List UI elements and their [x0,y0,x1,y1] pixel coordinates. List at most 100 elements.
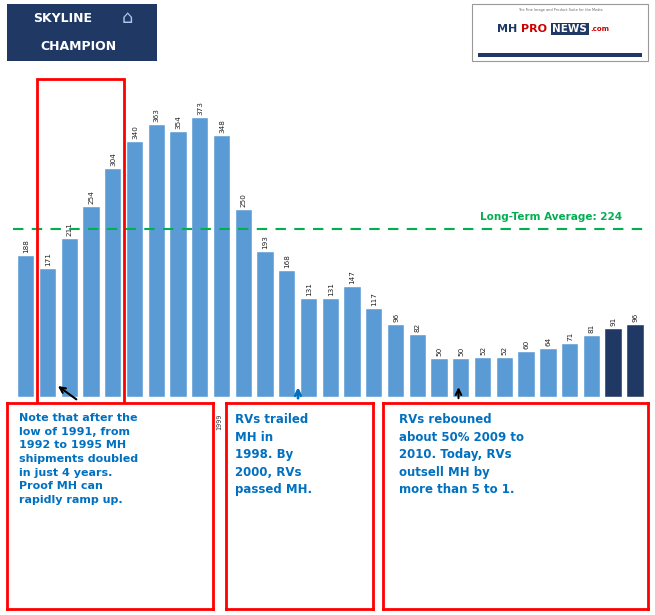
Text: 2016: 2016 [586,413,592,430]
Text: 254: 254 [88,190,94,204]
Text: .com: .com [590,26,609,32]
Bar [37,79,124,460]
Text: 2007: 2007 [390,413,396,430]
Text: 1995: 1995 [129,413,135,430]
Text: NEWS: NEWS [552,24,588,34]
Text: 1990: 1990 [20,413,26,430]
Text: 2010: 2010 [455,413,461,430]
Text: 2006: 2006 [368,413,374,430]
Text: 2018E: 2018E [629,413,635,434]
Text: 1996: 1996 [151,413,157,430]
Bar [584,336,600,397]
Bar [388,325,404,397]
Text: 96: 96 [393,312,399,322]
Bar [40,269,56,397]
Text: 2017E: 2017E [608,413,614,434]
Bar [279,271,295,397]
Text: 52: 52 [480,346,486,355]
Text: 2014: 2014 [542,413,548,430]
Text: 193: 193 [263,236,269,249]
Text: 211: 211 [67,222,73,236]
Text: 1991: 1991 [42,413,48,430]
Bar [301,299,317,397]
Text: 2000: 2000 [238,413,244,430]
Text: SKYLINE: SKYLINE [33,12,92,25]
Bar [562,344,578,397]
Bar [432,359,448,397]
Text: 81: 81 [589,324,595,333]
Text: NEWS: NEWS [552,24,588,34]
Text: 2015: 2015 [564,413,570,430]
Text: 2005: 2005 [346,413,352,430]
Bar [18,256,34,397]
Text: 373: 373 [197,101,203,115]
Text: 340: 340 [132,125,138,140]
Text: 171: 171 [45,252,51,266]
Text: 1999: 1999 [216,413,222,430]
Text: PRO: PRO [521,24,547,34]
Text: 2012: 2012 [499,413,505,430]
Text: 1998: 1998 [195,413,200,430]
Text: 2013: 2013 [521,413,527,430]
Text: Long-Term Average: 224: Long-Term Average: 224 [481,212,623,221]
Bar [323,299,339,397]
Text: 2004: 2004 [325,413,331,430]
Bar [366,309,383,397]
Text: ⌂: ⌂ [122,9,134,27]
Text: RVs rebouned
about 50% 2009 to
2010. Today, RVs
outsell MH by
more than 5 to 1.: RVs rebouned about 50% 2009 to 2010. Tod… [399,413,524,496]
Text: 64: 64 [546,336,552,346]
Text: 2008: 2008 [412,413,418,430]
Text: 2003: 2003 [303,413,309,430]
FancyBboxPatch shape [472,4,648,61]
Bar [475,358,491,397]
Text: 131: 131 [306,282,312,296]
Bar [627,325,644,397]
Bar [257,252,274,397]
Text: 2001: 2001 [259,413,265,430]
Text: The Fine Image and Product Suite for the Media: The Fine Image and Product Suite for the… [517,8,603,12]
Bar [519,352,534,397]
Bar [453,359,470,397]
Bar [149,125,165,397]
Text: 147: 147 [350,270,356,284]
Text: 363: 363 [154,108,160,122]
Bar [605,328,622,397]
Bar [127,143,143,397]
Text: 71: 71 [567,331,573,341]
Text: 52: 52 [502,346,508,355]
Text: 348: 348 [219,119,225,133]
Text: 50: 50 [437,347,443,356]
Bar [105,169,121,397]
Text: 91: 91 [610,316,616,325]
Text: 50: 50 [458,347,464,356]
Text: 1993: 1993 [85,413,92,430]
Text: Note that after the
low of 1991, from
1992 to 1995 MH
shipments doubled
in just : Note that after the low of 1991, from 19… [19,413,138,505]
Bar [236,210,252,397]
Text: 96: 96 [632,312,639,322]
Bar [409,335,426,397]
Bar [214,137,230,397]
Bar [478,53,642,57]
Text: 168: 168 [284,254,290,268]
Text: MH: MH [498,24,517,34]
Text: 2002: 2002 [281,413,288,430]
Text: 250: 250 [241,193,247,207]
Text: 82: 82 [415,323,421,332]
Text: 188: 188 [23,239,29,253]
FancyBboxPatch shape [7,4,157,61]
Bar [540,349,557,397]
Text: 1997: 1997 [172,413,178,430]
Text: RVs trailed
MH in
1998. By
2000, RVs
passed MH.: RVs trailed MH in 1998. By 2000, RVs pas… [234,413,312,496]
Text: CHAMPION: CHAMPION [41,40,117,53]
Bar [170,132,187,397]
Text: 354: 354 [176,115,181,129]
Bar [496,358,513,397]
Bar [83,207,100,397]
Bar [345,287,361,397]
Text: 117: 117 [371,292,377,306]
Text: 2009: 2009 [434,413,440,430]
Text: 304: 304 [110,153,116,167]
Text: 60: 60 [523,339,530,349]
Text: 1992: 1992 [64,413,69,430]
Text: 131: 131 [328,282,334,296]
